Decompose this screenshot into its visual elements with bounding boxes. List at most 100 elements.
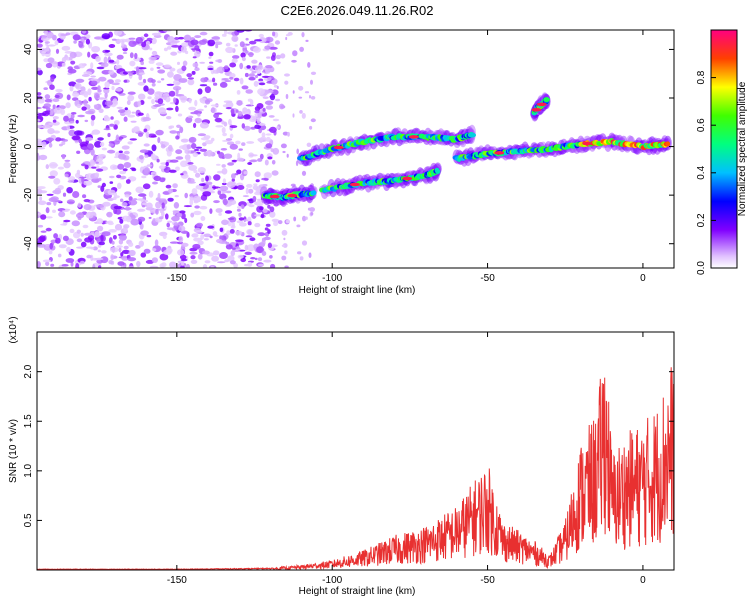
noise-speck <box>195 230 203 234</box>
noise-speck <box>181 42 189 48</box>
noise-speck <box>157 192 161 200</box>
noise-speck <box>204 99 211 105</box>
noise-speck <box>137 100 142 107</box>
noise-speck <box>217 187 221 191</box>
noise-speck <box>197 253 203 260</box>
noise-speck <box>281 255 287 261</box>
colorbar-gradient <box>711 30 737 268</box>
noise-speck <box>138 93 146 100</box>
noise-speck <box>267 229 271 234</box>
noise-speck <box>184 217 188 224</box>
noise-speck <box>235 248 241 251</box>
noise-speck <box>52 104 56 109</box>
noise-speck <box>70 60 76 65</box>
noise-speck <box>135 37 143 44</box>
noise-speck <box>143 248 151 254</box>
noise-speck <box>280 143 287 149</box>
noise-speck <box>55 48 60 54</box>
noise-speck <box>305 39 309 43</box>
noise-speck <box>100 256 109 264</box>
noise-speck <box>121 255 129 261</box>
noise-speck <box>128 199 138 206</box>
noise-speck <box>157 98 164 105</box>
noise-speck <box>247 261 253 267</box>
noise-speck <box>126 216 132 223</box>
noise-speck <box>142 202 148 206</box>
noise-speck <box>273 84 278 88</box>
noise-speck <box>135 186 144 194</box>
noise-speck <box>197 240 204 246</box>
noise-speck <box>43 103 51 108</box>
noise-speck <box>98 108 104 113</box>
noise-speck <box>53 178 61 185</box>
noise-speck <box>65 102 71 109</box>
noise-speck <box>247 162 253 165</box>
noise-speck <box>265 223 271 227</box>
noise-speck <box>213 174 221 181</box>
noise-speck <box>197 167 206 174</box>
noise-speck <box>91 129 101 135</box>
noise-speck <box>139 72 146 75</box>
noise-speck <box>229 125 238 129</box>
noise-speck <box>225 244 233 250</box>
noise-speck <box>130 218 140 226</box>
noise-speck <box>45 137 55 142</box>
noise-speck <box>128 72 134 77</box>
noise-speck <box>188 136 197 143</box>
noise-speck <box>81 176 85 184</box>
noise-speck <box>156 91 164 95</box>
noise-speck <box>254 124 262 129</box>
noise-speck <box>171 45 180 48</box>
noise-speck <box>154 239 159 247</box>
noise-speck <box>301 112 306 119</box>
noise-speck <box>271 218 280 223</box>
noise-speck <box>174 195 179 198</box>
noise-speck <box>95 161 99 164</box>
noise-speck <box>251 212 257 219</box>
noise-speck <box>218 212 222 216</box>
noise-speck <box>219 185 229 192</box>
spectrogram-frame <box>36 29 675 269</box>
noise-speck <box>285 34 291 37</box>
noise-speck <box>204 86 211 94</box>
noise-speck <box>257 257 263 262</box>
noise-speck <box>118 153 127 160</box>
noise-speck <box>61 141 66 145</box>
noise-speck <box>58 143 63 147</box>
noise-speck <box>195 184 204 190</box>
noise-speck <box>194 99 198 107</box>
noise-speck <box>81 30 87 34</box>
noise-speck <box>125 206 131 211</box>
noise-speck <box>44 98 53 103</box>
noise-speck <box>133 198 138 201</box>
noise-speck <box>114 156 119 159</box>
noise-speck <box>46 193 54 196</box>
noise-speck <box>169 159 179 163</box>
noise-speck <box>107 149 116 154</box>
noise-speck <box>280 105 286 109</box>
noise-speck <box>104 100 113 106</box>
noise-speck <box>37 69 43 76</box>
noise-speck <box>123 245 129 250</box>
noise-speck <box>191 70 196 75</box>
noise-speck <box>199 97 207 102</box>
noise-speck <box>69 210 76 215</box>
noise-speck <box>97 249 102 253</box>
noise-speck <box>183 205 192 208</box>
noise-speck <box>210 137 215 142</box>
noise-speck <box>123 162 132 168</box>
noise-speck <box>85 38 90 45</box>
noise-speck <box>246 183 253 188</box>
noise-speck <box>64 173 69 178</box>
noise-speck <box>90 159 95 165</box>
noise-speck <box>282 131 289 136</box>
ridge-core-0 <box>310 190 317 196</box>
y-tick-label: -40 <box>23 236 34 251</box>
noise-speck <box>249 237 256 242</box>
noise-speck <box>83 71 93 75</box>
noise-speck <box>37 147 46 150</box>
noise-speck <box>37 212 42 216</box>
noise-speck <box>109 181 114 184</box>
noise-speck <box>46 107 51 111</box>
noise-speck <box>175 149 183 155</box>
